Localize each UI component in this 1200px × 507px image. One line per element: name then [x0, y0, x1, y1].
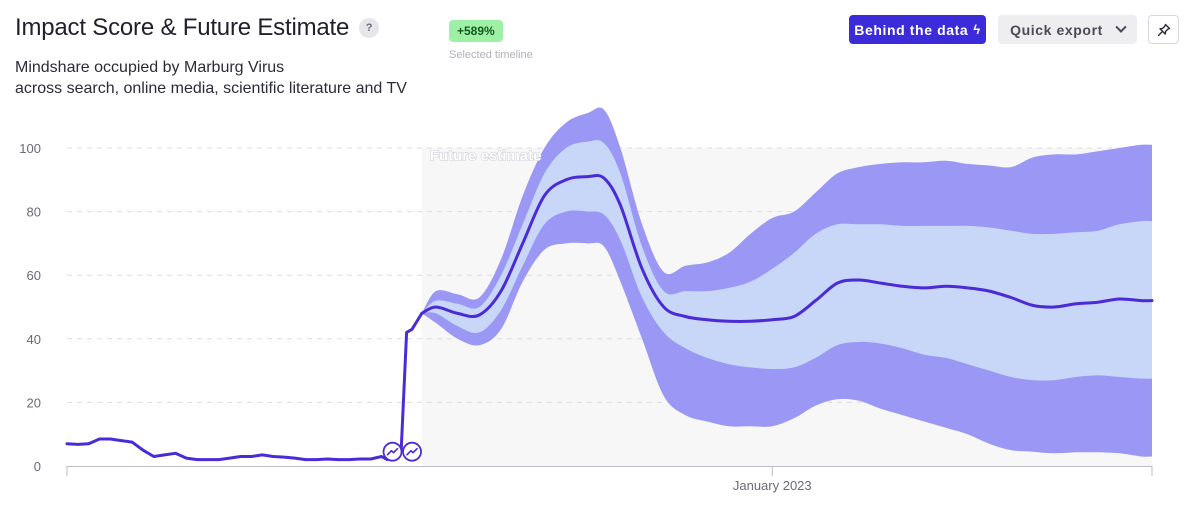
help-icon[interactable]: ? — [359, 18, 380, 38]
y-tick-label-40: 40 — [27, 332, 41, 347]
quick-export-button[interactable]: Quick export — [998, 15, 1137, 44]
chart-title: Impact Score & Future Estimate — [15, 14, 350, 41]
y-tick-label-60: 60 — [27, 268, 41, 283]
quick-export-label: Quick export — [1010, 21, 1103, 38]
title-row: Impact Score & Future Estimate ? — [15, 14, 380, 42]
trend-marker-glyph-1 — [386, 447, 399, 456]
y-tick-label-0: 0 — [34, 459, 41, 474]
badge-caption: Selected timeline — [449, 49, 533, 61]
y-tick-label-20: 20 — [27, 395, 41, 410]
y-tick-label-100: 100 — [19, 141, 41, 156]
trend-marker-glyph-2 — [406, 447, 418, 456]
pin-icon — [1157, 23, 1170, 36]
change-badge-group: +589% Selected timeline — [449, 20, 533, 61]
chevron-down-icon — [1115, 21, 1127, 33]
future-estimate-label: Future estimate — [430, 148, 542, 165]
pin-button[interactable] — [1148, 15, 1179, 44]
impact-score-line — [65, 311, 424, 462]
future-estimate-line — [420, 174, 1154, 324]
lightning-icon: ϟ — [973, 22, 981, 37]
behind-the-data-button[interactable]: Behind the data ϟ — [849, 15, 986, 44]
x-tick-label: January 2023 — [733, 478, 812, 493]
y-tick-label-80: 80 — [27, 205, 41, 220]
chart-subtitle: Mindshare occupied by Marburg Virus acro… — [15, 57, 407, 99]
inner-range-band — [421, 140, 1152, 381]
subtitle-line-2: across search, online media, scientific … — [15, 80, 407, 97]
behind-the-data-label: Behind the data — [854, 21, 969, 38]
change-badge: +589% — [449, 20, 503, 42]
subtitle-line-1: Mindshare occupied by Marburg Virus — [15, 59, 285, 76]
